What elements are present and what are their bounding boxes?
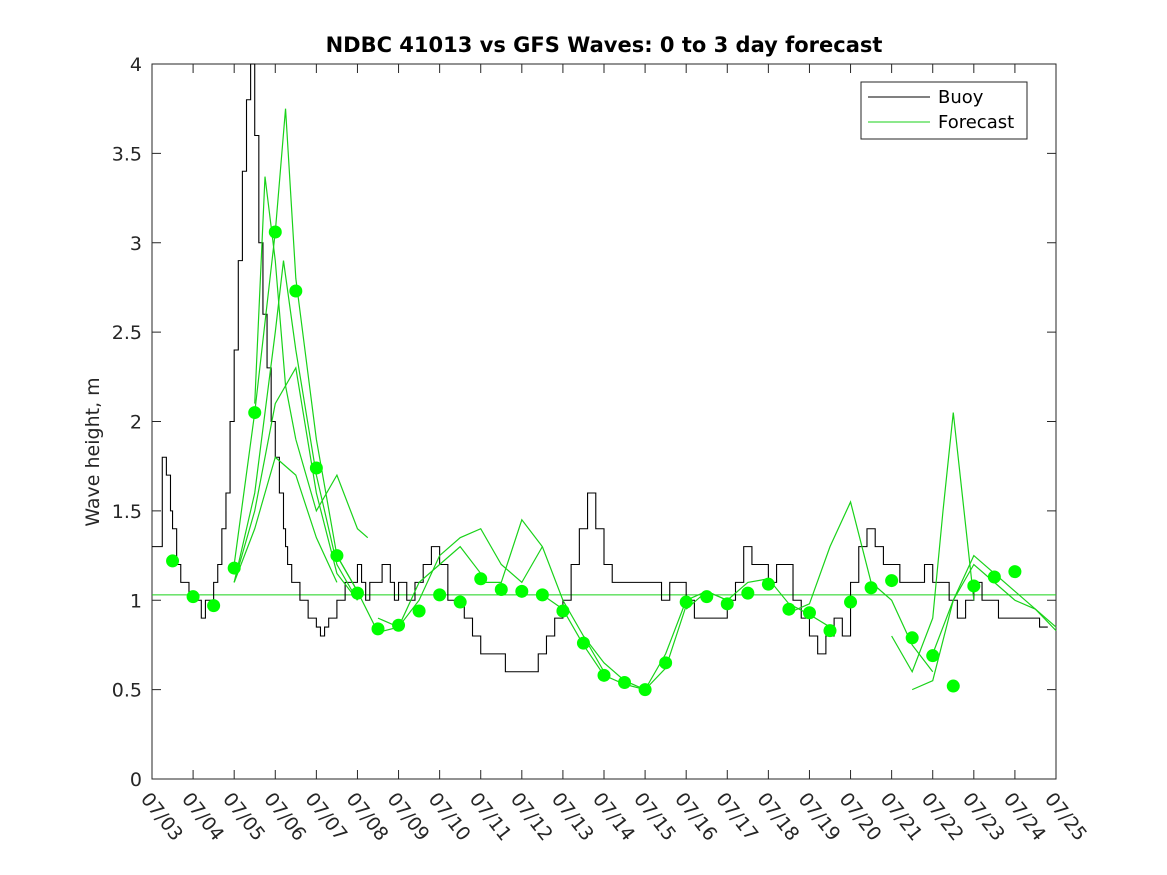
y-tick-label: 3.5 (112, 143, 142, 165)
forecast-point (207, 599, 221, 613)
forecast-run-line (233, 108, 358, 592)
forecast-point (864, 581, 878, 595)
forecast-point (248, 406, 262, 420)
forecast-run-line (233, 260, 358, 601)
legend-forecast-label: Forecast (938, 112, 1014, 133)
y-tick-label: 0.5 (112, 680, 142, 702)
forecast-run-line (233, 366, 358, 601)
forecast-point (618, 675, 632, 689)
forecast-run-line (377, 527, 543, 628)
forecast-point (905, 631, 919, 645)
forecast-point (885, 574, 899, 588)
forecast-point (967, 579, 981, 593)
y-axis-label: Wave height, m (82, 377, 104, 526)
y-tick-label: 2.5 (112, 322, 142, 344)
forecast-point (330, 549, 344, 563)
forecast-point (679, 595, 693, 609)
forecast-point (946, 679, 960, 693)
y-tick-label: 2 (130, 412, 142, 434)
forecast-run-line (891, 412, 975, 674)
forecast-point (371, 622, 385, 636)
forecast-point (638, 683, 652, 697)
legend-box (860, 81, 1028, 140)
forecast-point (289, 284, 303, 298)
forecast-point (844, 595, 858, 609)
forecast-run-line (911, 563, 1057, 691)
forecast-run-line (233, 456, 338, 583)
forecast-point (392, 618, 406, 632)
y-tick-label: 4 (130, 54, 142, 76)
forecast-point (412, 604, 426, 618)
forecast-point (186, 590, 200, 604)
forecast-point (700, 590, 714, 604)
forecast-point (741, 586, 755, 600)
forecast-point (987, 570, 1001, 584)
forecast-point (1008, 565, 1022, 579)
forecast-point (802, 606, 816, 620)
forecast-point (535, 588, 549, 602)
forecast-point (433, 588, 447, 602)
y-tick-label: 3 (130, 233, 142, 255)
y-tick-label: 1.5 (112, 501, 142, 523)
forecast-point (166, 554, 180, 568)
forecast-point (268, 225, 282, 239)
forecast-point (782, 602, 796, 616)
y-tick-label: 0 (130, 769, 142, 791)
forecast-point (556, 604, 570, 618)
forecast-point (515, 584, 529, 598)
forecast-point (720, 597, 734, 611)
forecast-point (926, 649, 940, 663)
forecast-run-line (295, 439, 369, 539)
y-tick-label: 1 (130, 590, 142, 612)
forecast-point (823, 624, 837, 638)
legend-buoy-label: Buoy (938, 87, 984, 108)
forecast-point (453, 595, 467, 609)
forecast-point (659, 656, 673, 670)
chart-title: NDBC 41013 vs GFS Waves: 0 to 3 day fore… (326, 33, 883, 57)
forecast-point (597, 668, 611, 682)
legend: Buoy Forecast (860, 81, 1028, 140)
forecast-run-line (254, 176, 297, 440)
forecast-point (227, 561, 241, 575)
forecast-point (350, 586, 364, 600)
forecast-point (309, 461, 323, 475)
forecast-point (474, 572, 488, 586)
forecast-point (761, 577, 775, 591)
forecast-point (494, 583, 508, 597)
buoy-series-line (152, 63, 1048, 673)
forecast-point (576, 636, 590, 650)
